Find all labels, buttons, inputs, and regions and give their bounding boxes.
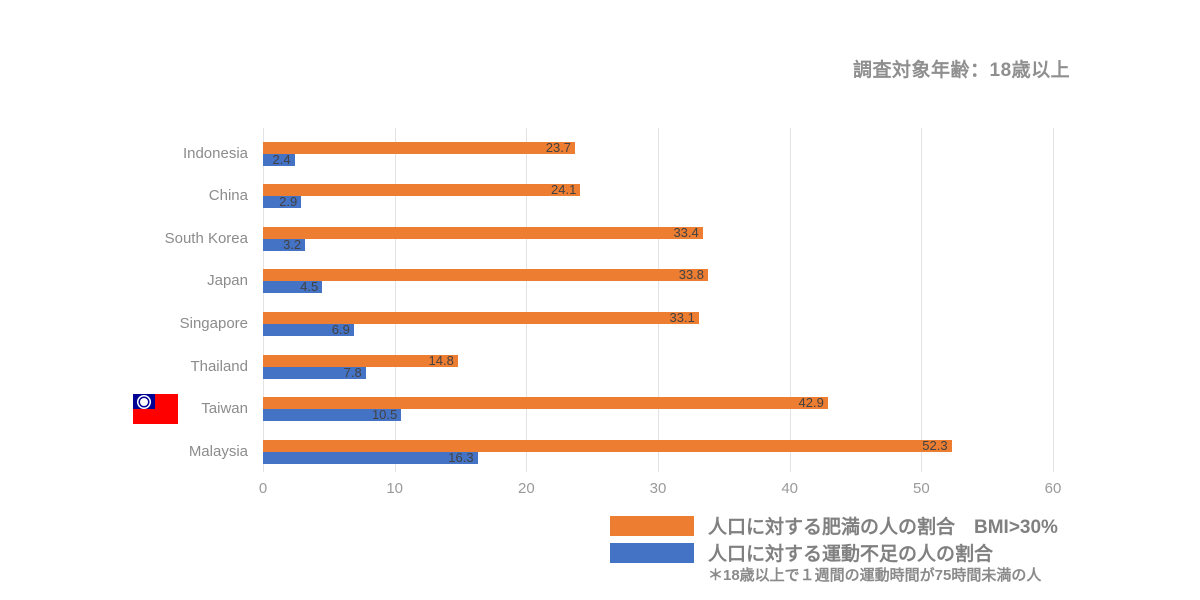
bar-value-label: 14.8 bbox=[428, 352, 454, 368]
x-tick-label: 60 bbox=[1044, 480, 1062, 497]
inactivity-legend-swatch bbox=[610, 542, 694, 563]
bar-value-label: 2.4 bbox=[272, 151, 291, 167]
taiwan-flag-canton bbox=[133, 394, 155, 410]
inactivity-bar bbox=[263, 452, 478, 465]
inactivity-bar bbox=[263, 281, 323, 294]
category-label: South Korea bbox=[164, 229, 248, 247]
obesity-bar bbox=[263, 354, 458, 367]
inactivity-bar bbox=[263, 366, 366, 379]
x-tick-label: 30 bbox=[649, 480, 667, 497]
obesity-legend-swatch bbox=[610, 515, 694, 536]
bar-value-label: 16.3 bbox=[448, 450, 474, 466]
obesity-bar bbox=[263, 312, 699, 325]
bar-value-label: 33.4 bbox=[673, 224, 699, 240]
category-label: Indonesia bbox=[182, 144, 248, 162]
obesity-bar bbox=[263, 226, 703, 239]
taiwan-flag-sun-icon bbox=[140, 397, 148, 406]
inactivity-bar bbox=[263, 409, 402, 422]
grid-line bbox=[658, 128, 659, 472]
bar-value-label: 33.1 bbox=[669, 310, 695, 326]
x-tick-label: 40 bbox=[781, 480, 798, 497]
inactivity-legend-label: 人口に対する運動不足の人の割合 bbox=[708, 544, 994, 565]
category-label: China bbox=[208, 187, 248, 205]
x-tick-label: 10 bbox=[386, 480, 403, 497]
inactivity-bar bbox=[263, 196, 302, 209]
inactivity-bar bbox=[263, 324, 354, 337]
x-tick-label: 20 bbox=[517, 480, 535, 497]
obesity-legend-label: 人口に対する肥満の人の割合 BMI>30% bbox=[708, 517, 1058, 538]
bar-value-label: 33.8 bbox=[678, 267, 705, 283]
inactivity-bar bbox=[263, 153, 295, 166]
bar-value-label: 52.3 bbox=[922, 438, 948, 454]
bar-value-label: 7.8 bbox=[343, 364, 362, 380]
plot-area: 0 10 20 30 40 50 60 23.7 2.4 Indonesia 24.1 2.9 Chin… bbox=[133, 128, 1061, 497]
grid-line bbox=[1053, 128, 1054, 472]
chart-title: 調査対象年齢：18歳以上 bbox=[853, 60, 1071, 81]
bar-value-label: 24.1 bbox=[551, 182, 577, 198]
legend-item-inactivity: 人口に対する運動不足の人の割合 bbox=[610, 539, 993, 566]
bar-value-label: 3.2 bbox=[283, 236, 302, 252]
obesity-bar bbox=[263, 440, 952, 453]
category-label: Singapore bbox=[179, 315, 248, 333]
legend-footnote: ＊18歳以上で１週間の運動時間が75時間未満の人 bbox=[708, 567, 1042, 584]
grid-line bbox=[921, 128, 923, 472]
category-label: Malaysia bbox=[188, 443, 248, 461]
x-tick-label: 0 bbox=[258, 480, 268, 497]
obesity-bar bbox=[263, 397, 828, 410]
obesity-bar bbox=[263, 269, 709, 282]
bar-value-label: 23.7 bbox=[545, 139, 572, 155]
grid-line bbox=[526, 128, 528, 472]
bar-value-label: 4.5 bbox=[300, 279, 319, 295]
category-label: Thailand bbox=[190, 357, 248, 375]
obesity-bar bbox=[263, 141, 576, 154]
inactivity-bar bbox=[263, 238, 306, 251]
category-label: Taiwan bbox=[201, 400, 248, 418]
grid-line bbox=[789, 128, 791, 472]
x-tick-label: 50 bbox=[912, 480, 930, 497]
category-label: Japan bbox=[207, 272, 248, 290]
bar-value-label: 2.9 bbox=[279, 194, 298, 210]
taiwan-flag-icon bbox=[133, 394, 178, 425]
bar-value-label: 42.9 bbox=[798, 395, 824, 411]
legend-item-obesity: 人口に対する肥満の人の割合 BMI>30% bbox=[610, 512, 1058, 539]
obesity-bar bbox=[263, 184, 581, 197]
bar-value-label: 6.9 bbox=[331, 322, 350, 338]
grid-line bbox=[394, 128, 396, 472]
grid-line bbox=[263, 128, 264, 472]
bar-value-label: 10.5 bbox=[371, 407, 398, 423]
